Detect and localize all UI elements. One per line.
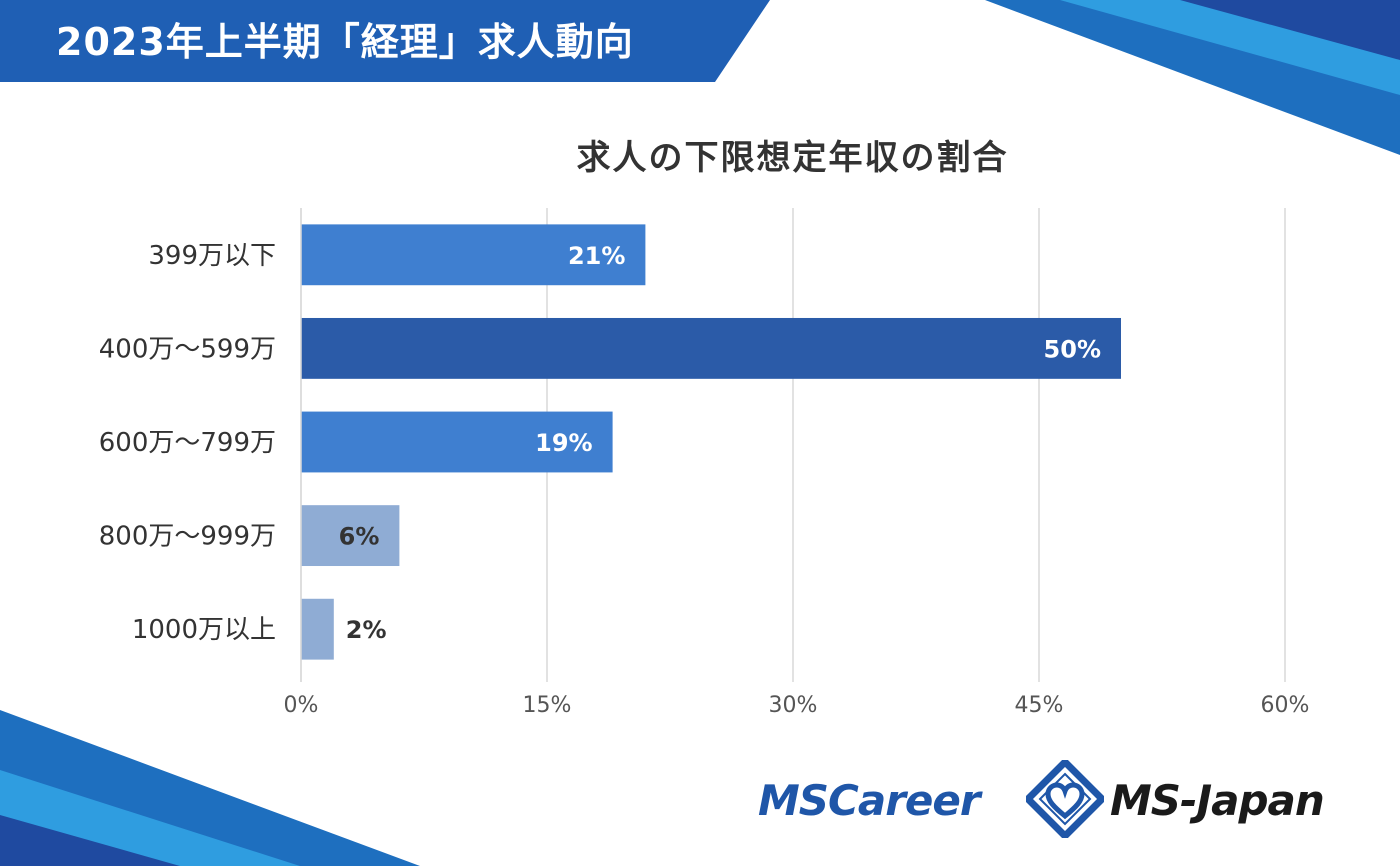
category-label: 600万～799万 — [99, 428, 276, 458]
x-tick-label: 0% — [284, 693, 319, 718]
chart-title: 求人の下限想定年収の割合 — [576, 138, 1009, 178]
ms-japan-diamond-heart-icon — [1026, 760, 1104, 838]
data-label: 50% — [1044, 335, 1101, 363]
x-tick-label: 15% — [523, 693, 572, 718]
bar — [301, 598, 334, 660]
category-label: 400万～599万 — [99, 334, 276, 364]
bar — [301, 505, 400, 567]
bar — [301, 317, 1121, 379]
data-label: 2% — [346, 616, 387, 644]
x-tick-label: 45% — [1015, 693, 1064, 718]
category-label: 800万～999万 — [99, 522, 276, 552]
x-tick-label: 60% — [1261, 693, 1310, 718]
x-tick-label: 30% — [769, 693, 818, 718]
bar — [301, 411, 613, 473]
ms-career-logo: MSCareer — [758, 776, 981, 825]
data-label: 6% — [339, 523, 380, 551]
data-label: 19% — [535, 429, 592, 457]
category-label: 1000万以上 — [132, 615, 276, 645]
bar — [301, 224, 646, 286]
category-label: 399万以下 — [148, 241, 276, 271]
page-title: 2023年上半期「経理」求人動向 — [56, 20, 634, 64]
data-label: 21% — [568, 242, 625, 270]
header-banner — [0, 0, 770, 82]
bottom-left-swoosh-navy — [0, 815, 180, 866]
ms-japan-logo: MS-Japan — [1110, 776, 1325, 825]
top-right-swoosh-navy — [1180, 0, 1400, 60]
